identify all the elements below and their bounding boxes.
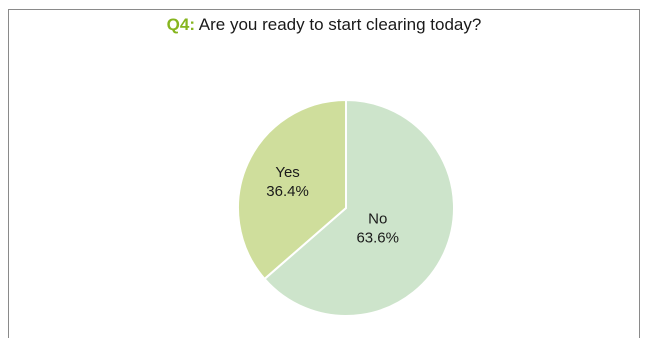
pie-slices (237, 98, 455, 317)
slice-label-yes: Yes (275, 164, 299, 181)
slice-value-yes: 36.4% (266, 183, 309, 200)
slice-label-no: No (368, 210, 387, 227)
slice-value-no: 63.6% (356, 229, 399, 246)
pie-slice-yes (237, 98, 347, 281)
pie-labels: No 63.6% Yes 36.4% (266, 164, 399, 247)
question-text: Are you ready to start clearing today? (198, 15, 482, 34)
chart-frame (8, 9, 640, 338)
chart-title: Q4: Are you ready to start clearing toda… (0, 14, 648, 36)
pie-slice-no (263, 98, 455, 317)
question-number: Q4: (166, 15, 195, 34)
